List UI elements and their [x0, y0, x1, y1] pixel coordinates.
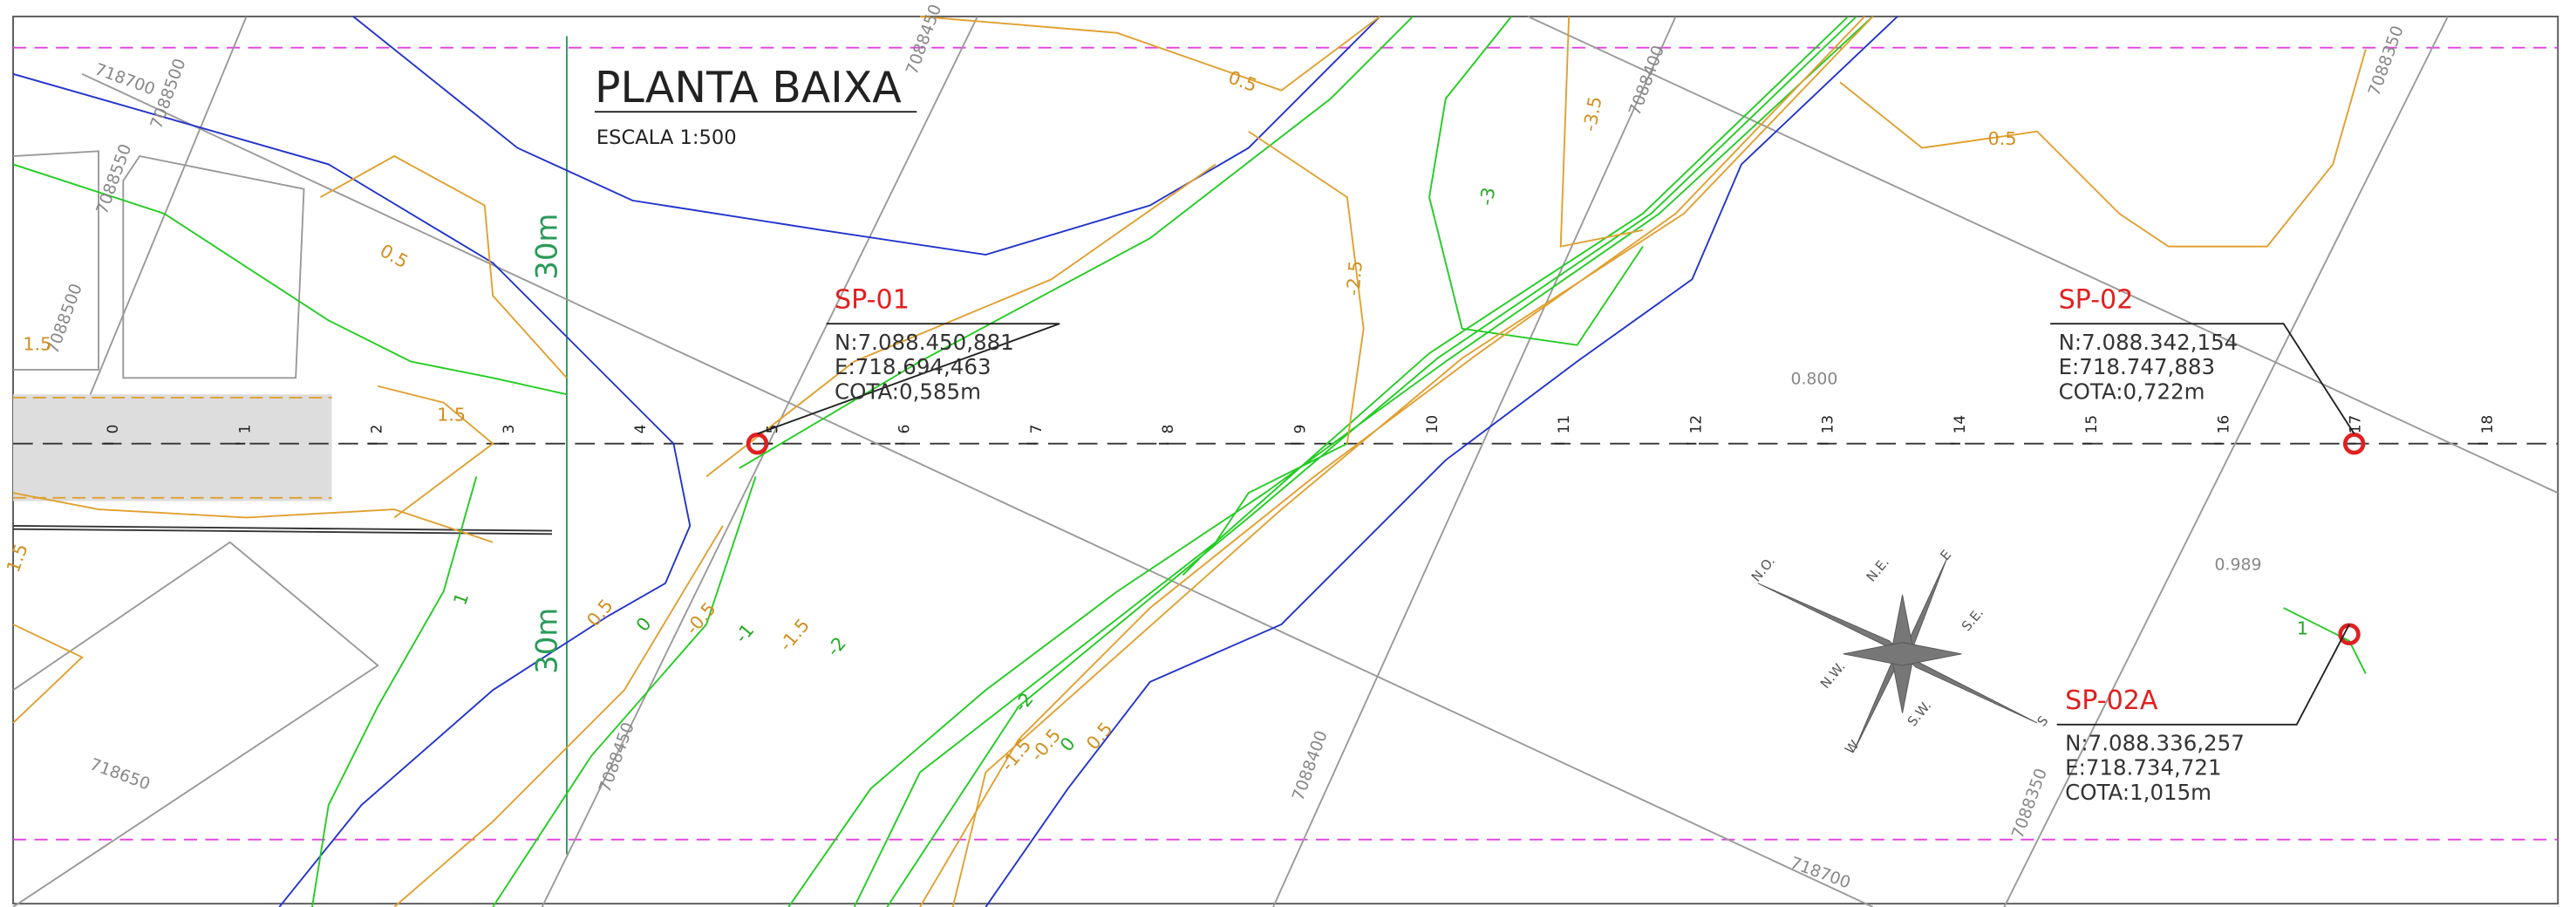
point-north: N:7.088.336,257: [2065, 730, 2245, 755]
grid-label: 7088550: [93, 142, 135, 217]
station-label: 1: [235, 425, 253, 434]
contour-label: -0.5: [681, 598, 719, 638]
contour-label: -2: [1010, 689, 1038, 716]
compass-label: N.E.: [1864, 555, 1892, 585]
station-label: 4: [631, 425, 649, 434]
point-name: SP-02: [2059, 284, 2134, 315]
contour-label: 1: [449, 590, 473, 608]
contour-label: -3.5: [1579, 95, 1606, 133]
scale: ESCALA 1:500: [596, 126, 737, 149]
grid-label: 7088350: [2365, 24, 2407, 99]
title: PLANTA BAIXA: [595, 63, 902, 113]
grid-label: 718650: [87, 755, 153, 794]
grid-label: 718700: [1788, 854, 1853, 892]
contour-label: 1: [2297, 618, 2308, 639]
station-label: 11: [1555, 415, 1572, 434]
station-label: 9: [1291, 425, 1309, 434]
contour-label: 0: [632, 613, 656, 636]
station-label: 3: [500, 425, 517, 434]
point-east: E:718.734,721: [2065, 755, 2222, 781]
point-east: E:718.747,883: [2059, 354, 2216, 379]
contour-label: 0.5: [1988, 128, 2017, 149]
spot-height: 0.989: [2215, 556, 2262, 575]
compass-rose: [1757, 558, 2038, 754]
compass-label: E: [1937, 547, 1954, 563]
contour-label: -2.5: [1342, 260, 1366, 297]
dimension: 30m: [530, 214, 564, 280]
station-label: 8: [1159, 425, 1176, 434]
dimension: 30m: [530, 608, 564, 674]
linework: [12, 15, 2559, 907]
contour-label: 0.5: [583, 595, 617, 631]
station-label: 2: [368, 425, 385, 434]
spot-height: 0.800: [1790, 371, 1837, 389]
station-label: 16: [2214, 415, 2232, 434]
station-label: 0: [104, 425, 121, 434]
station-label: 10: [1423, 415, 1441, 434]
contour-label: 0.5: [377, 240, 412, 272]
station-label: 12: [1687, 415, 1704, 434]
contour-label: -1: [731, 620, 759, 647]
point-elevation: COTA:0,722m: [2059, 378, 2205, 404]
point-elevation: COTA:1,015m: [2065, 780, 2211, 805]
contour-label: 0.5: [1082, 719, 1117, 754]
compass-label: N.O.: [1748, 553, 1778, 584]
grid-label: 7088400: [1626, 44, 1668, 119]
grid-label: 7088450: [903, 2, 945, 77]
leader: [757, 323, 1060, 435]
point-elevation: COTA:0,585m: [835, 378, 981, 404]
contour-label: -3: [1475, 186, 1499, 208]
grid-label: 7088350: [2009, 766, 2051, 841]
contour-label: 0: [1056, 733, 1080, 756]
contour-label: 1.5: [23, 334, 51, 355]
compass-label: S.E.: [1959, 605, 1987, 635]
station-label: 18: [2478, 415, 2496, 434]
point-north: N:7.088.450,881: [835, 330, 1014, 355]
station-label: 13: [1819, 415, 1837, 434]
station-label: 7: [1027, 425, 1045, 434]
contour-label: -1.5: [775, 615, 814, 655]
point-east: E:718.694,463: [835, 354, 991, 379]
station-label: 15: [2082, 415, 2100, 434]
compass-label: N.W.: [1817, 658, 1849, 692]
leader: [2050, 323, 2355, 434]
compass-label: S.W.: [1905, 698, 1935, 729]
leader: [2056, 624, 2350, 726]
station-label: 14: [1951, 415, 1968, 434]
point-name: SP-01: [835, 284, 910, 315]
contour-label: 0.5: [1225, 66, 1259, 96]
grid-label: 7088450: [596, 720, 637, 795]
sounding-point: [746, 432, 769, 455]
compass-label: S: [2034, 713, 2052, 729]
contour-label: -2: [822, 633, 850, 660]
contour-label: 1.5: [3, 541, 32, 575]
point-north: N:7.088.342,154: [2059, 330, 2239, 355]
contour-label: 1.5: [437, 405, 466, 426]
sounding-point: [2342, 432, 2366, 455]
point-name: SP-02A: [2065, 685, 2158, 716]
grid-label: 7088500: [147, 57, 189, 132]
station-label: 6: [896, 425, 913, 434]
